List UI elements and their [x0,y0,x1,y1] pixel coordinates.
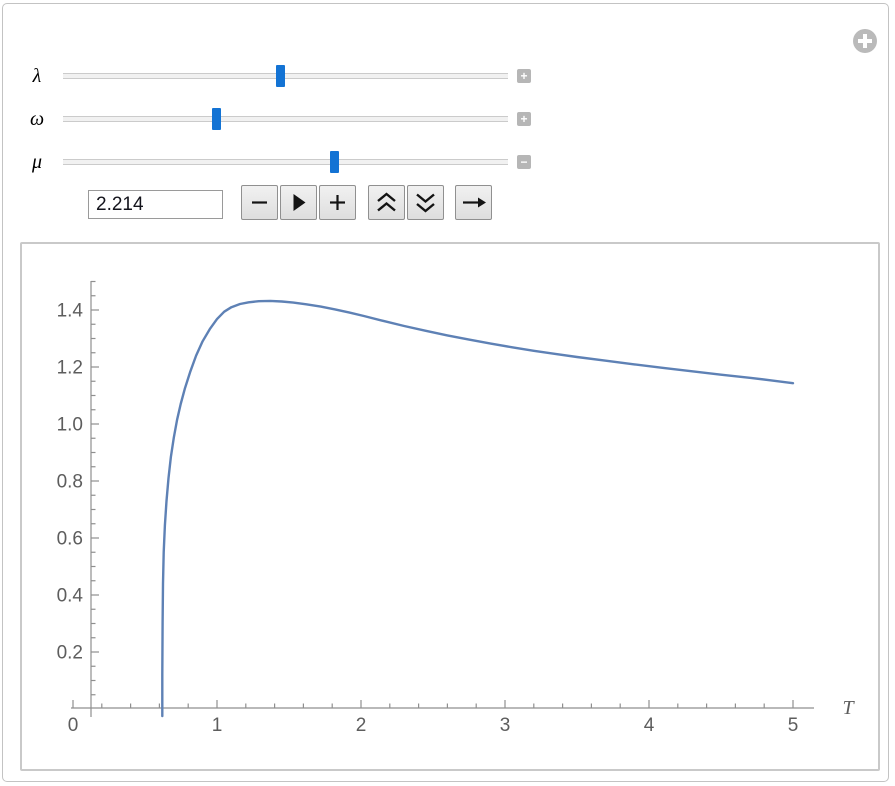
slider-row-lambda: λ + [3,60,563,92]
y-tick-label: 1.0 [57,415,83,436]
lambda-label: λ [32,65,42,87]
y-tick-label: 1.2 [57,358,83,379]
x-tick-label: 4 [644,715,655,736]
faster-button[interactable] [368,185,405,220]
lambda-expander-button[interactable]: + [517,69,531,83]
mu-expander-button[interactable]: − [517,155,531,169]
y-tick-label: 0.6 [57,529,83,550]
x-tick-label: 0 [68,715,79,736]
omega-expander-button[interactable]: + [517,112,531,126]
plot-panel: 0 1 2 3 4 5 0.2 0.4 0.6 0.8 1.0 1.2 1.4 T [20,242,880,771]
y-tick-label: 0.8 [57,472,83,493]
x-axis-label: T [842,697,855,719]
double-chevron-down-icon [416,193,435,213]
play-icon [293,194,306,211]
plot-curve [161,299,795,718]
y-tick-label: 0.2 [57,643,83,664]
double-chevron-up-icon [377,192,396,212]
step-up-button[interactable] [319,185,356,220]
slider-row-omega: ω + [3,103,563,135]
mu-slider-thumb[interactable] [330,151,340,173]
mu-label: μ [31,151,43,173]
expand-controls-button[interactable] [853,29,877,53]
mu-slider-track[interactable] [63,151,508,173]
omega-label: ω [29,108,45,130]
slider-row-mu: μ − [3,146,563,178]
play-button[interactable] [280,185,317,220]
x-tick-label: 3 [500,715,511,736]
step-down-button[interactable] [241,185,278,220]
x-tick-label: 5 [788,715,799,736]
omega-slider-thumb[interactable] [212,108,222,130]
lambda-slider-thumb[interactable] [275,65,285,87]
y-tick-label: 1.4 [57,301,84,322]
tick-labels: 0 1 2 3 4 5 0.2 0.4 0.6 0.8 1.0 1.2 1.4 [57,301,799,737]
x-tick-label: 1 [212,715,223,736]
plus-icon [330,195,345,210]
slower-button[interactable] [407,185,444,220]
plot-canvas: 0 1 2 3 4 5 0.2 0.4 0.6 0.8 1.0 1.2 1.4 T [57,280,855,737]
manipulate-panel: λ + ω + μ − [2,3,889,782]
axes [71,280,814,717]
x-tick-label: 2 [356,715,367,736]
lambda-slider-track[interactable] [63,65,508,87]
value-input[interactable] [88,190,223,219]
y-tick-label: 0.4 [57,586,84,607]
right-arrow-icon [463,197,486,208]
direction-button[interactable] [455,185,492,220]
minus-icon [252,201,267,204]
omega-slider-track[interactable] [63,108,508,130]
